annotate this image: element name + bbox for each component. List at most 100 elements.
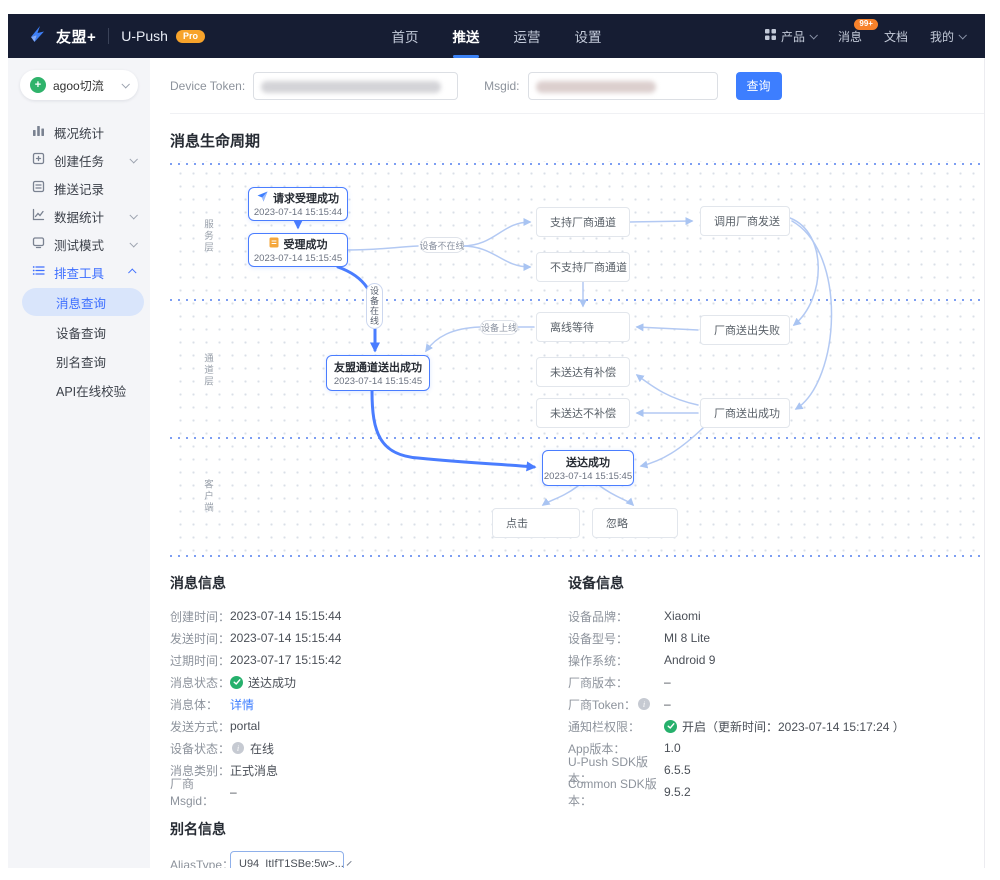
topbar: 友盟+ U-Push Pro 首页 推送 运营 设置 产品 消息 99+ 文档 (8, 14, 985, 58)
node-vendor-send-fail[interactable]: 厂商送出失败 (700, 315, 790, 345)
info-label: 设备状态： (170, 741, 231, 756)
node-delivered[interactable]: 送达成功 2023-07-14 15:15:45 (542, 450, 634, 486)
sidebar-item-push-records[interactable]: 推送记录 (8, 174, 150, 202)
info-row: 设备状态： i 在线 (170, 737, 568, 759)
info-row: 厂商Msgid： – (170, 777, 568, 808)
node-undelivered-uncompensated[interactable]: 未送达不补偿 (536, 398, 630, 428)
top-nav: 首页 推送 运营 设置 (392, 14, 602, 58)
info-label: 操作系统： (568, 653, 629, 668)
info-icon[interactable]: i (232, 742, 245, 754)
message-info-title: 消息信息 (170, 575, 226, 591)
info-value: 2023-07-17 15:15:42 (230, 653, 342, 667)
sidebar-item-overview[interactable]: 概况统计 (8, 118, 150, 146)
info-row: 发送方式： portal (170, 715, 568, 737)
node-vendor-unsupported[interactable]: 不支持厂商通道 (536, 252, 630, 282)
my-account-menu[interactable]: 我的 (930, 28, 967, 45)
detail-link[interactable]: 详情 (230, 697, 255, 712)
bar-chart-icon (32, 124, 45, 140)
info-value: – (230, 785, 237, 799)
doc-list-icon (32, 180, 45, 196)
info-label: 消息状态： (170, 675, 231, 690)
info-row: 通知栏权限： 开启（更新时间：2023-07-14 15:17:24 ） (568, 715, 985, 737)
grid-icon (764, 29, 776, 43)
info-row: 厂商Token： i – (568, 693, 985, 715)
node-umeng-channel-sent[interactable]: 友盟通道送出成功 2023-07-14 15:15:45 (326, 355, 430, 391)
lifecycle-title: 消息生命周期 (170, 133, 261, 150)
success-check-icon (230, 675, 243, 689)
info-label: 设备品牌： (568, 609, 629, 624)
sidebar-item-label: 概况统计 (54, 126, 105, 141)
info-icon[interactable]: i (638, 698, 651, 710)
sidebar-subitem-alias-query[interactable]: 别名查询 (56, 355, 107, 370)
info-label: 通知栏权限： (568, 719, 641, 734)
info-row: 发送时间： 2023-07-14 15:15:44 (170, 627, 568, 649)
sidebar-subitem-device-query[interactable]: 设备查询 (56, 326, 107, 341)
docs-menu[interactable]: 文档 (884, 28, 908, 45)
node-offline-wait[interactable]: 离线等待 (536, 312, 630, 342)
nav-operation[interactable]: 运营 (513, 30, 541, 45)
nav-home[interactable]: 首页 (391, 30, 419, 45)
sidebar-subitem-message-query[interactable]: 消息查询 (22, 288, 144, 316)
node-time: 2023-07-14 15:15:45 (253, 253, 343, 264)
console-app: 友盟+ U-Push Pro 首页 推送 运营 设置 产品 消息 99+ 文档 (8, 14, 985, 868)
doc-plus-icon (32, 152, 45, 168)
node-accepted[interactable]: 受理成功 2023-07-14 15:15:45 (248, 233, 348, 267)
node-undelivered-compensated[interactable]: 未送达有补偿 (536, 357, 630, 387)
app-selector-label: agoo切流 (53, 78, 104, 93)
sidebar-item-test-mode[interactable]: 测试模式 (8, 230, 150, 258)
products-menu[interactable]: 产品 (764, 28, 818, 45)
node-vendor-send-success[interactable]: 厂商送出成功 (700, 398, 790, 428)
node-title: 友盟通道送出成功 (334, 362, 422, 374)
info-value: – (664, 697, 671, 711)
redacted-value (535, 80, 656, 93)
info-row: Common SDK版本： 9.5.2 (568, 777, 985, 808)
info-label: 发送时间： (170, 631, 231, 646)
info-row: 消息类别： 正式消息 (170, 759, 568, 781)
info-label: 消息类别： (170, 763, 231, 778)
node-title: 请求受理成功 (273, 193, 339, 205)
nav-settings[interactable]: 设置 (574, 30, 602, 45)
device-token-input[interactable] (253, 71, 459, 100)
app-selector[interactable]: + agoo切流 (20, 70, 138, 100)
info-label: 厂商Token： (568, 697, 637, 712)
query-button[interactable]: 查询 (735, 71, 782, 100)
info-value: 2023-07-14 15:15:44 (230, 631, 342, 645)
info-label: U-Push SDK版本： (568, 755, 649, 786)
info-label: 设备型号： (568, 631, 629, 646)
chevron-up-icon (128, 268, 137, 277)
alias-type-label: AliasType： (170, 857, 235, 869)
messages-menu[interactable]: 消息 99+ (838, 18, 878, 45)
alias-type-select[interactable]: U94_ItIfT1SBe:5w>... (230, 851, 352, 868)
brand[interactable]: 友盟+ U-Push Pro (28, 24, 205, 49)
products-label: 产品 (780, 29, 805, 44)
nav-push[interactable]: 推送 (453, 14, 480, 58)
sidebar-item-data-stats[interactable]: 数据统计 (8, 202, 150, 230)
info-row: U-Push SDK版本： 6.5.5 (568, 755, 985, 786)
node-call-vendor-send[interactable]: 调用厂商发送 (700, 206, 790, 236)
info-row: 消息体： 详情 (170, 693, 568, 715)
node-request-accepted[interactable]: 请求受理成功 2023-07-14 15:15:44 (248, 187, 348, 221)
messages-badge: 99+ (854, 18, 878, 30)
monitor-icon (32, 236, 45, 252)
sidebar-subitem-api-check[interactable]: API在线校验 (56, 384, 127, 399)
chevron-down-icon (809, 31, 818, 40)
sidebar-item-create-task[interactable]: 创建任务 (8, 146, 150, 174)
sidebar: + agoo切流 概况统计 创建任务 推送记录 数据统计 (8, 58, 150, 868)
alias-type-row: AliasType： U94_ItIfT1SBe:5w>... (170, 851, 985, 868)
info-row: 消息状态： 送达成功 (170, 671, 568, 693)
info-label: 厂商版本： (568, 675, 629, 690)
node-vendor-supported[interactable]: 支持厂商通道 (536, 207, 630, 237)
chevron-down-icon (129, 239, 138, 248)
sidebar-item-troubleshoot-tools[interactable]: 排查工具 (8, 258, 150, 286)
node-time: 2023-07-14 15:15:44 (253, 207, 343, 218)
redacted-value (261, 80, 442, 93)
divider (108, 28, 110, 44)
info-row: 操作系统： Android 9 (568, 649, 985, 671)
device-info-section: 设备信息 设备品牌： Xiaomi 设备型号： MI 8 Lite 操作系统： And… (568, 573, 985, 808)
info-label: 消息体： (170, 697, 219, 712)
node-ignore[interactable]: 忽略 (592, 508, 678, 538)
node-click[interactable]: 点击 (492, 508, 580, 538)
msgid-input[interactable] (527, 71, 718, 100)
chevron-down-icon (121, 80, 130, 89)
device-token-label: Device Token: (170, 78, 246, 93)
